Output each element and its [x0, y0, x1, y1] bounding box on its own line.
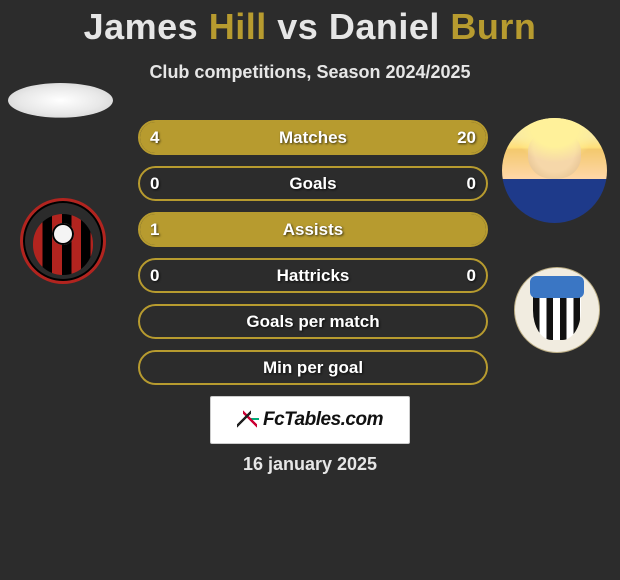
stat-label: Matches [140, 122, 486, 153]
stat-row: Goals0 0 [138, 166, 488, 201]
stat-row: Min per goal [138, 350, 488, 385]
stat-value-left: 4 [150, 122, 159, 153]
stat-row: Goals per match [138, 304, 488, 339]
stat-label: Min per goal [140, 352, 486, 383]
stat-value-left: 0 [150, 260, 159, 291]
player-right-column [502, 118, 612, 353]
player-left-column [8, 118, 118, 284]
title-p1-first: James [84, 6, 199, 47]
page-title: James Hill vs Daniel Burn [0, 0, 620, 48]
attribution-logo: FcTables.com [237, 409, 383, 431]
stat-row: Matches4 20 [138, 120, 488, 155]
club-badge-left [20, 198, 106, 284]
subtitle: Club competitions, Season 2024/2025 [0, 62, 620, 83]
player-right-photo [502, 118, 607, 223]
stat-label: Hattricks [140, 260, 486, 291]
stat-value-left: 1 [150, 214, 159, 245]
title-p1-last: Hill [209, 6, 267, 47]
stat-row: Assists1 [138, 212, 488, 247]
title-vs: vs [277, 6, 318, 47]
stat-value-left: 0 [150, 168, 159, 199]
stat-value-right: 20 [457, 122, 476, 153]
title-p2-last: Burn [450, 6, 536, 47]
stat-label: Goals [140, 168, 486, 199]
stat-label: Goals per match [140, 306, 486, 337]
stat-label: Assists [140, 214, 486, 245]
stat-value-right: 0 [467, 168, 476, 199]
stats-container: Matches420Goals00Assists1Hattricks00Goal… [138, 120, 488, 396]
club-badge-right [514, 267, 600, 353]
attribution-card[interactable]: FcTables.com [210, 396, 410, 444]
title-p2-first: Daniel [329, 6, 440, 47]
stat-value-right: 0 [467, 260, 476, 291]
generation-date: 16 january 2025 [0, 454, 620, 475]
badge-ball-icon [52, 223, 74, 245]
player-left-photo [8, 83, 113, 118]
stat-row: Hattricks0 0 [138, 258, 488, 293]
